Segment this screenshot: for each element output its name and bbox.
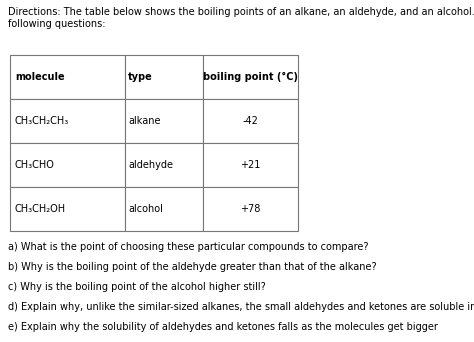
Bar <box>125 99 203 143</box>
Text: CH₃CHO: CH₃CHO <box>15 160 55 170</box>
Text: d) Explain why, unlike the similar-sized alkanes, the small aldehydes and ketone: d) Explain why, unlike the similar-sized… <box>8 302 474 312</box>
Text: -42: -42 <box>243 116 258 126</box>
Text: CH₃CH₂OH: CH₃CH₂OH <box>15 204 66 214</box>
Text: CH₃CH₂CH₃: CH₃CH₂CH₃ <box>15 116 69 126</box>
Text: Directions: The table below shows the boiling points of an alkane, an aldehyde, : Directions: The table below shows the bo… <box>8 7 474 17</box>
Text: +21: +21 <box>240 160 261 170</box>
Text: following questions:: following questions: <box>8 19 106 29</box>
Bar <box>203 55 298 99</box>
Bar <box>10 143 125 187</box>
Bar <box>125 143 203 187</box>
Bar <box>10 187 125 231</box>
Bar <box>203 187 298 231</box>
Bar <box>125 187 203 231</box>
Text: boiling point (°C): boiling point (°C) <box>203 72 298 82</box>
Text: molecule: molecule <box>15 72 64 82</box>
Text: alkane: alkane <box>128 116 161 126</box>
Text: b) Why is the boiling point of the aldehyde greater than that of the alkane?: b) Why is the boiling point of the aldeh… <box>8 262 377 272</box>
Bar <box>125 55 203 99</box>
Text: alcohol: alcohol <box>128 204 163 214</box>
Text: type: type <box>128 72 153 82</box>
Bar <box>10 55 125 99</box>
Bar <box>10 99 125 143</box>
Text: aldehyde: aldehyde <box>128 160 173 170</box>
Text: e) Explain why the solubility of aldehydes and ketones falls as the molecules ge: e) Explain why the solubility of aldehyd… <box>8 322 438 332</box>
Bar <box>203 99 298 143</box>
Text: +78: +78 <box>240 204 261 214</box>
Text: a) What is the point of choosing these particular compounds to compare?: a) What is the point of choosing these p… <box>8 242 368 252</box>
Bar <box>203 143 298 187</box>
Text: c) Why is the boiling point of the alcohol higher still?: c) Why is the boiling point of the alcoh… <box>8 282 266 292</box>
